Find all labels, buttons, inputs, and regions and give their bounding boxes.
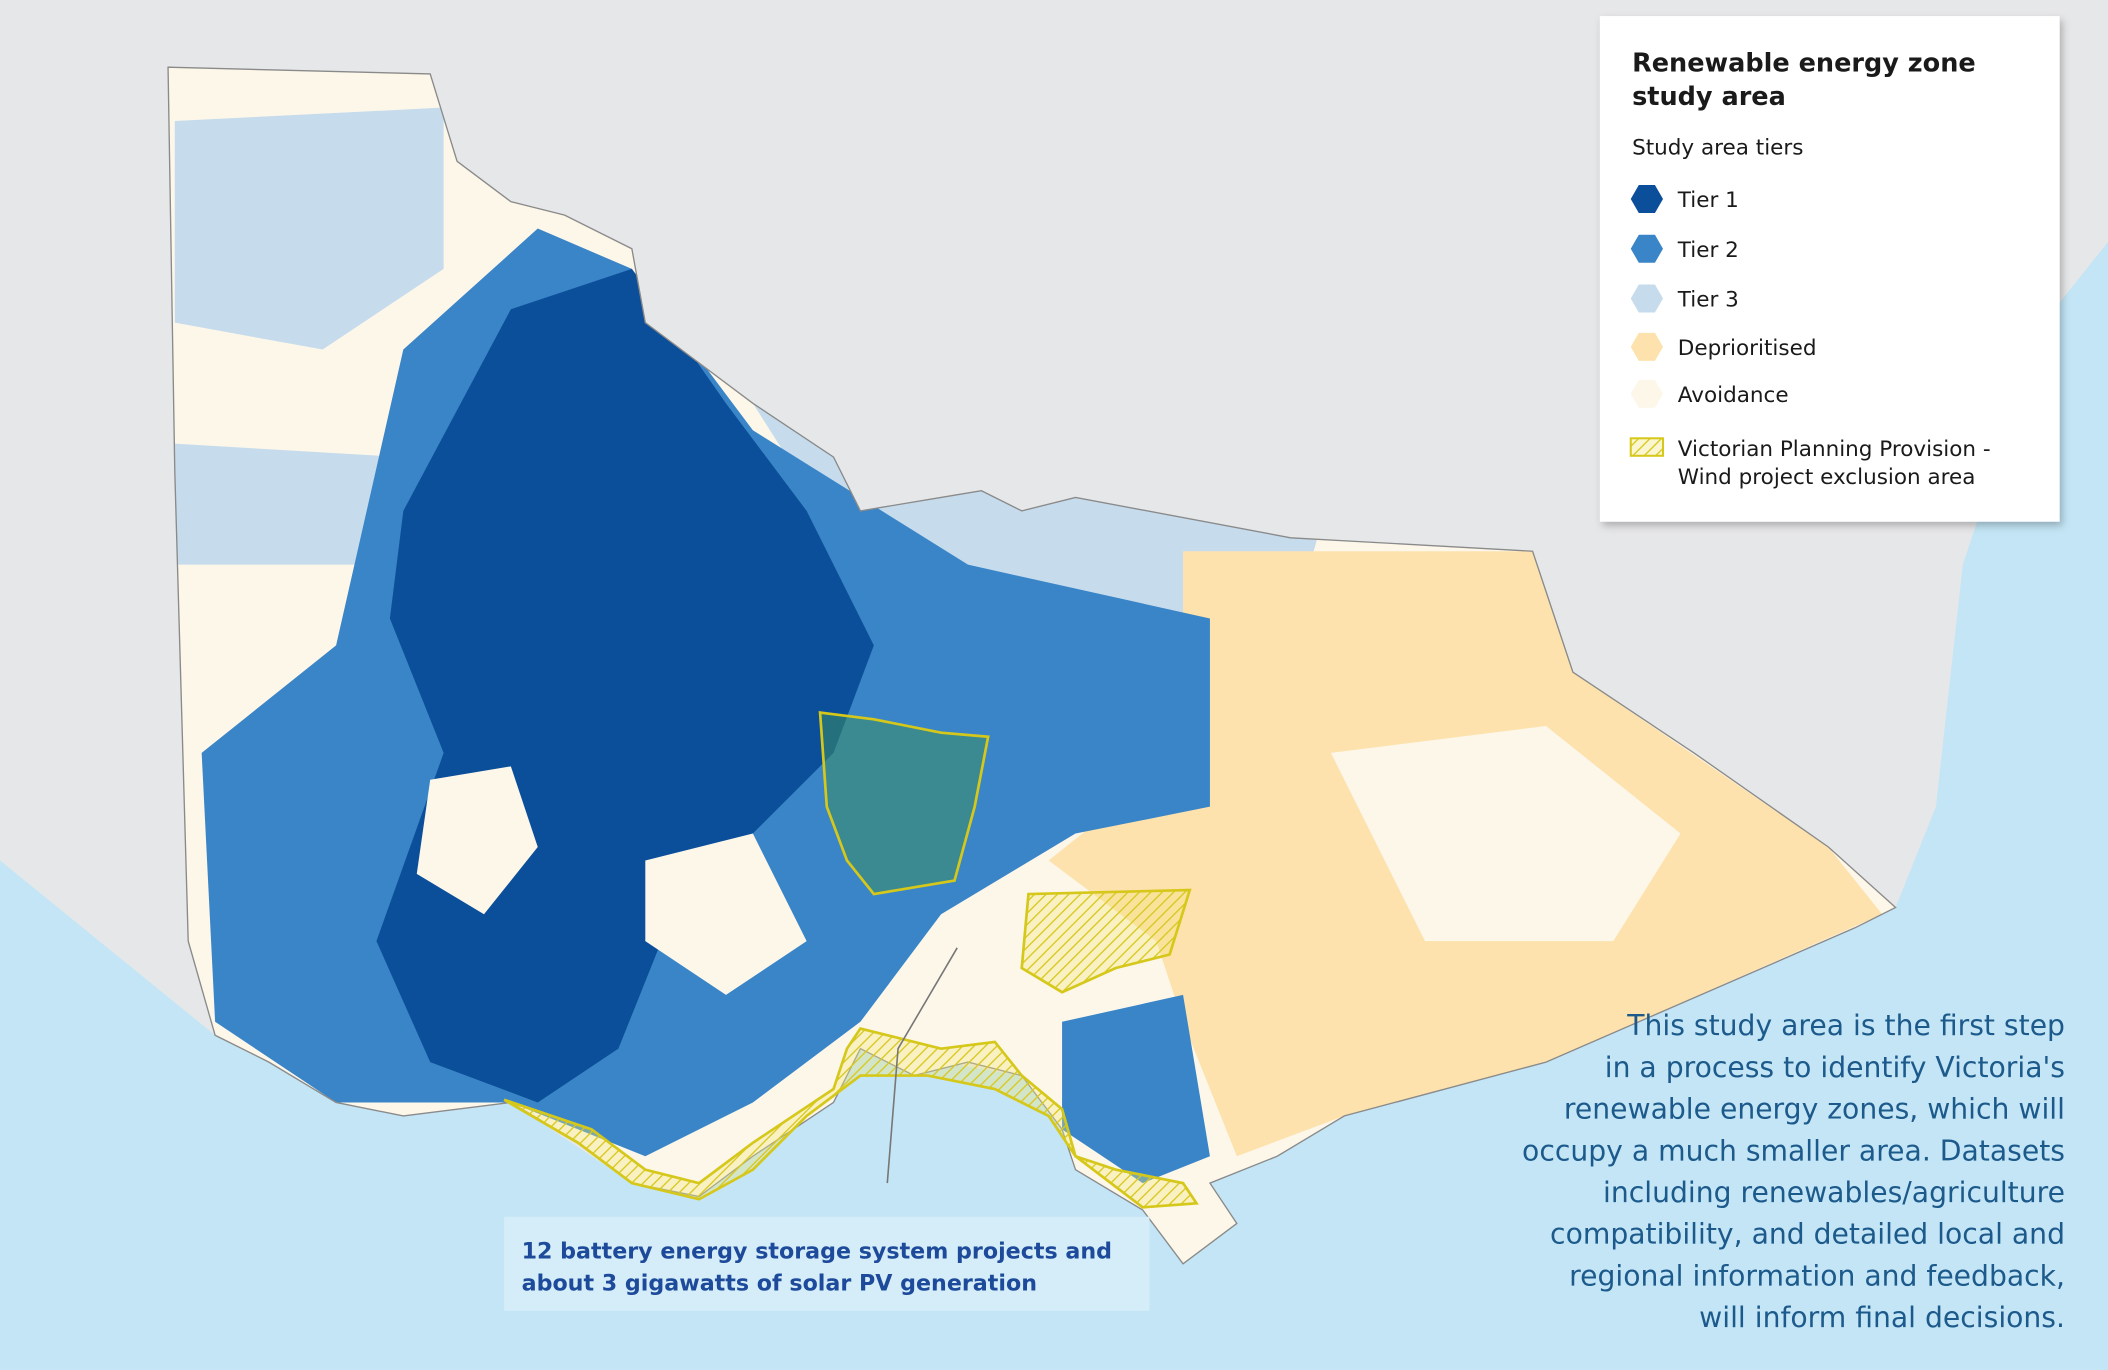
- exclusion-area: [1020, 888, 1192, 994]
- legend-title: Renewable energy zone: [1632, 48, 1976, 78]
- legend: Tier 1 Tier 2 Tier 3 Deprioritised Avoidance…: [1629, 184, 1991, 490]
- legend-title: study area: [1632, 82, 1786, 112]
- tier3-area: [174, 107, 1318, 727]
- legend-box: [1599, 16, 2060, 522]
- legend-subtitle: Study area tiers: [1632, 136, 1803, 161]
- note-text: compatibility, and detailed local and: [1550, 1218, 2065, 1251]
- note-text: in a process to identify Victoria's: [1605, 1051, 2065, 1084]
- callout-text: 12 battery energy storage system project…: [522, 1238, 1112, 1264]
- legend-swatch: [1630, 284, 1664, 313]
- callout-leader: [886, 947, 958, 1184]
- legend-swatch: [1630, 184, 1664, 213]
- exclusion-area: [818, 711, 990, 896]
- exclusion-areas: [503, 711, 1199, 1209]
- legend-label: Wind project exclusion area: [1678, 465, 1976, 490]
- legend-label: Deprioritised: [1678, 336, 1817, 361]
- legend-label: Tier 3: [1677, 288, 1739, 313]
- note-text: occupy a much smaller area. Datasets: [1522, 1134, 2065, 1167]
- note-text: including renewables/agriculture: [1603, 1176, 2065, 1209]
- note: This study area is the first step in a pr…: [1522, 1009, 2065, 1334]
- legend-label: Tier 2: [1677, 238, 1739, 263]
- note-text: will inform final decisions.: [1699, 1301, 2065, 1334]
- legend-swatch: [1630, 332, 1664, 361]
- legend-swatch: [1629, 437, 1665, 457]
- legend-label: Victorian Planning Provision -: [1678, 437, 1991, 462]
- legend-swatch: [1630, 234, 1664, 263]
- legend-label: Tier 1: [1677, 188, 1739, 213]
- note-text: This study area is the first step: [1626, 1009, 2065, 1042]
- callout-box: [504, 1216, 1150, 1311]
- legend-swatch: [1630, 379, 1664, 408]
- note-text: renewable energy zones, which will: [1564, 1093, 2065, 1126]
- exclusion-area: [503, 1026, 1199, 1209]
- avoidance-area: [1330, 726, 1681, 942]
- avoidance-area: [416, 766, 807, 995]
- note-text: regional information and feedback,: [1569, 1259, 2065, 1292]
- callout-text: about 3 gigawatts of solar PV generation: [522, 1271, 1037, 1297]
- legend-label: Avoidance: [1678, 383, 1789, 408]
- tier1-area: [376, 268, 874, 1103]
